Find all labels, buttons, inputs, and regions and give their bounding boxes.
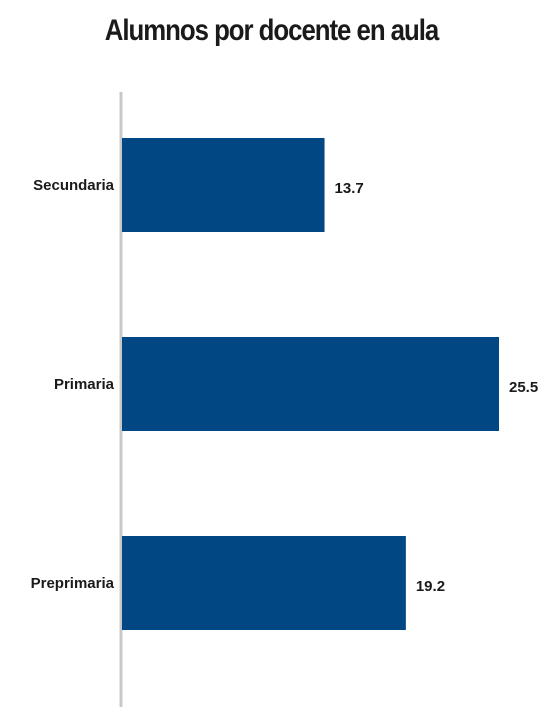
category-label: Secundaria [33, 177, 115, 194]
bar-preprimaria [122, 536, 406, 630]
chart-title: Alumnos por docente en aula [104, 14, 439, 47]
bar-secundaria [122, 138, 325, 232]
bars-layer: Secundaria 13.7 Primaria 25.5 Preprimaria 19.… [31, 138, 538, 630]
category-label: Preprimaria [31, 575, 115, 592]
bar-primaria [122, 337, 499, 431]
value-label: 25.5 [509, 379, 538, 396]
value-label: 13.7 [335, 180, 364, 197]
value-label: 19.2 [416, 578, 445, 595]
category-label: Primaria [54, 376, 115, 393]
